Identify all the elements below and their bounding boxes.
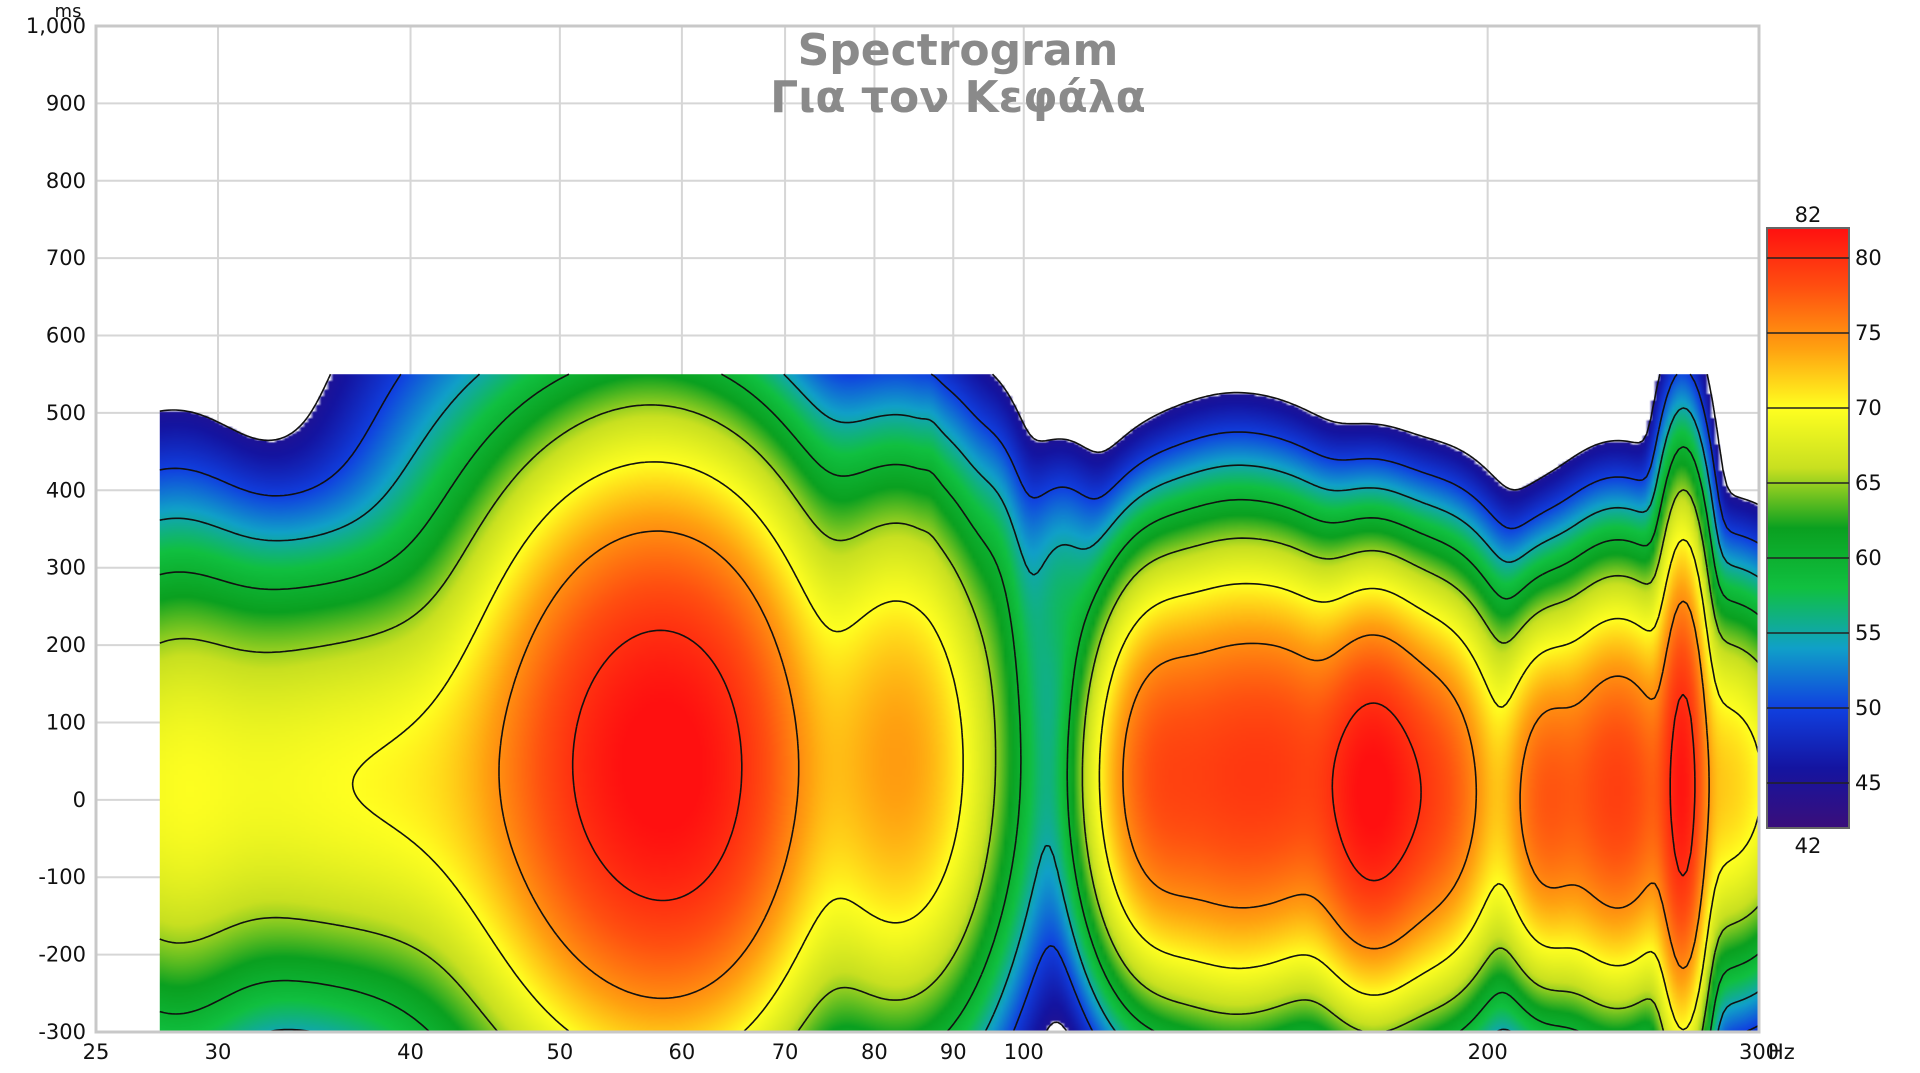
colorbar-tick-label: 75	[1855, 321, 1882, 345]
y-axis-ticks: 1,000 900 800 700 600 500 400 300 200 100 0 -100 -20…	[26, 14, 86, 1044]
y-tick-label: 800	[46, 169, 86, 193]
contour-line	[571, 629, 1696, 902]
x-tick-label: 50	[547, 1040, 574, 1064]
y-tick-label: 900	[46, 91, 86, 115]
x-tick-label: 25	[83, 1040, 110, 1064]
x-tick-label: 300	[1739, 1040, 1779, 1064]
plot-frame	[94, 24, 1761, 1034]
colorbar-gradient	[1766, 227, 1850, 829]
colorbar-tick-label: 45	[1855, 771, 1882, 795]
y-tick-label: 700	[46, 246, 86, 270]
x-tick-label: 200	[1468, 1040, 1508, 1064]
x-tick-label: 100	[1004, 1040, 1044, 1064]
contour-line	[351, 461, 1759, 1032]
colorbar-min-label: 42	[1795, 834, 1822, 858]
colorbar-tick-label: 60	[1855, 546, 1882, 570]
contour-line	[498, 530, 1710, 1000]
x-tick-label: 40	[397, 1040, 424, 1064]
contour-line	[159, 373, 1759, 1032]
colorbar-ticks: 80 75 70 65 60 55 50 45	[1767, 246, 1882, 795]
spectrogram-surface	[159, 374, 1759, 1032]
spectrogram-image	[159, 374, 1759, 1032]
y-tick-label: -300	[38, 1020, 86, 1044]
x-tick-label: 30	[205, 1040, 232, 1064]
contour-line	[159, 404, 1759, 1032]
y-tick-label: 600	[46, 324, 86, 348]
colorbar-tick-label: 70	[1855, 396, 1882, 420]
color-scale-bar: 80 75 70 65 60 55 50 45 82 42	[1766, 203, 1882, 858]
x-tick-label: 80	[861, 1040, 888, 1064]
y-tick-label: 100	[46, 710, 86, 734]
y-tick-label: 200	[46, 633, 86, 657]
y-tick-label: 300	[46, 556, 86, 580]
colorbar-tick-label: 50	[1855, 696, 1882, 720]
contour-line	[159, 373, 1759, 1032]
colorbar-tick-label: 55	[1855, 621, 1882, 645]
y-tick-label: 500	[46, 401, 86, 425]
colorbar-tick-label: 65	[1855, 471, 1882, 495]
x-unit-label: Hz	[1768, 1040, 1795, 1064]
y-unit-label: ms	[55, 1, 82, 22]
x-axis-ticks: 25 30 40 50 60 70 80 90 100 200 300	[83, 1040, 1779, 1064]
x-tick-label: 90	[940, 1040, 967, 1064]
colorbar-max-label: 82	[1795, 203, 1822, 227]
x-tick-label: 60	[669, 1040, 696, 1064]
chart-subtitle: Για τον Κεφάλα	[770, 72, 1146, 123]
colorbar-tick-label: 80	[1855, 246, 1882, 270]
contour-lines	[159, 373, 1759, 1032]
y-tick-label: -100	[38, 865, 86, 889]
y-tick-label: 1,000	[26, 14, 86, 38]
y-tick-label: -200	[38, 943, 86, 967]
y-tick-label: 0	[73, 788, 86, 812]
contour-line	[159, 373, 1759, 1032]
y-tick-label: 400	[46, 478, 86, 502]
chart-title: Spectrogram	[798, 25, 1119, 76]
x-tick-label: 70	[772, 1040, 799, 1064]
contour-line	[159, 373, 1759, 1032]
